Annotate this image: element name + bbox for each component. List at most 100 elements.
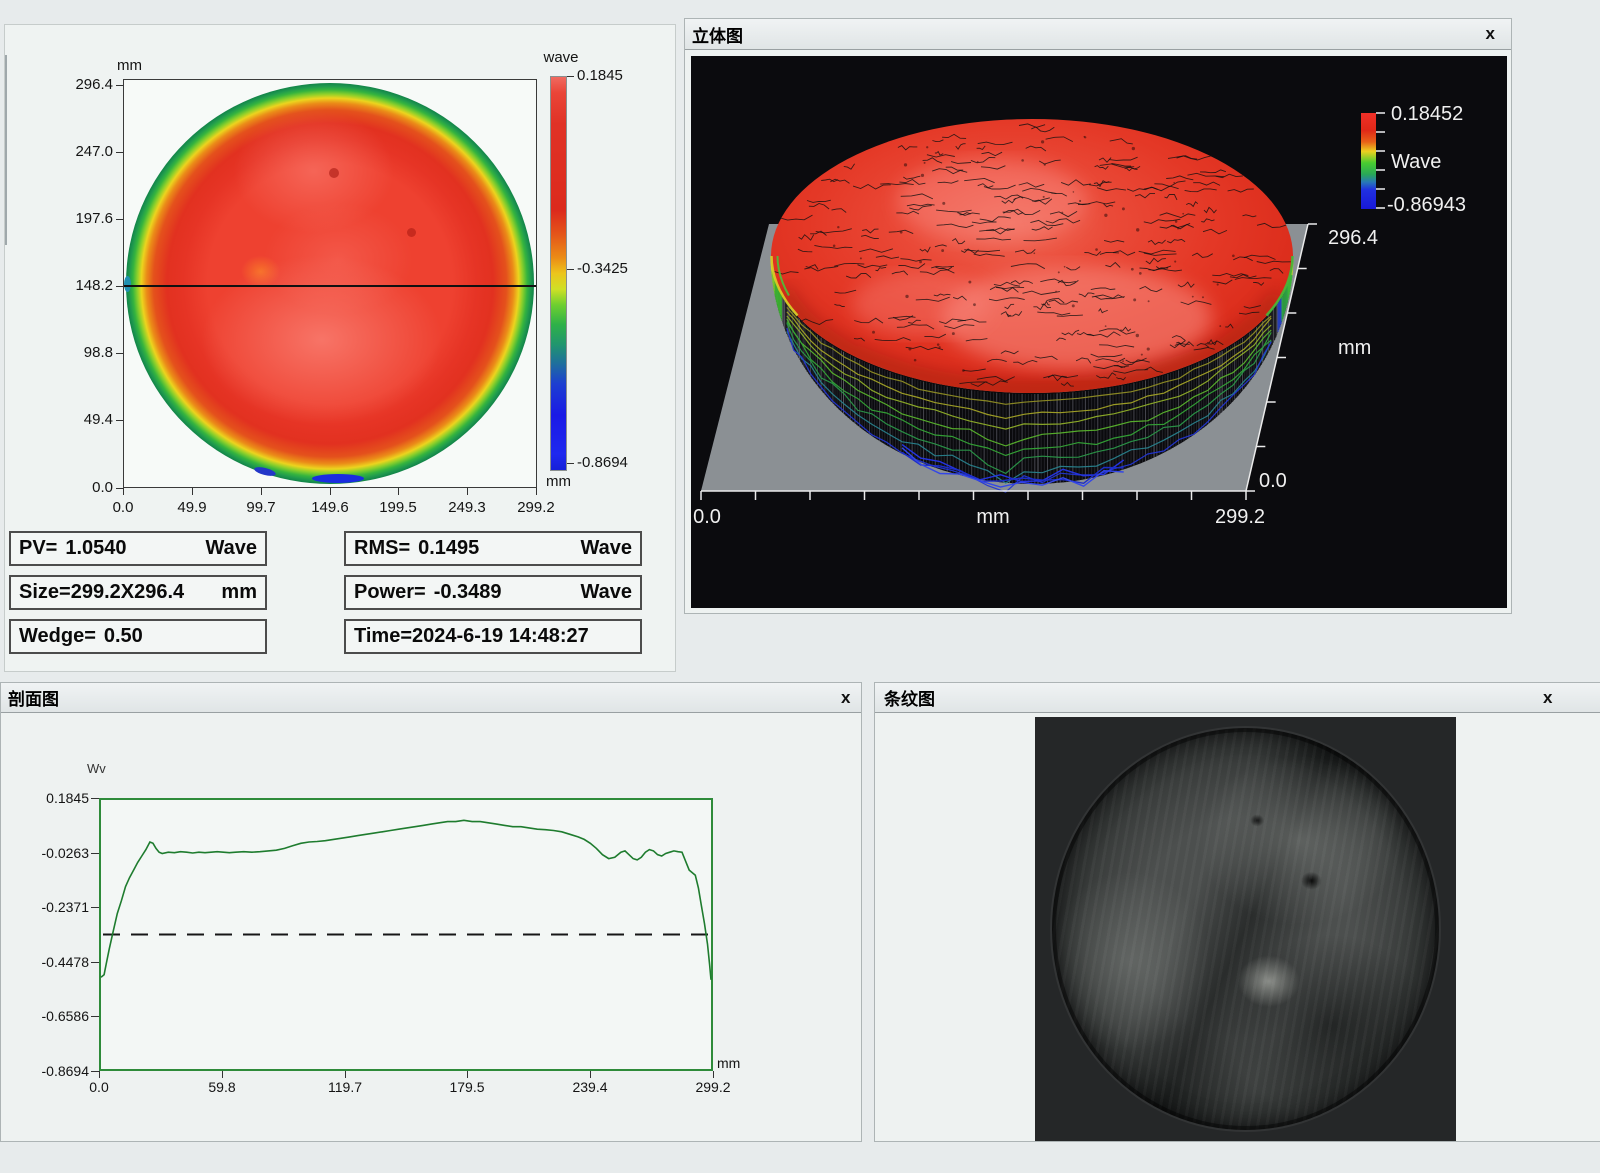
profile-titlebar[interactable]: 剖面图 x <box>1 683 861 713</box>
contour-noise-stroke <box>1095 357 1126 363</box>
profile-panel: 剖面图 x Wv 0.1845 -0.0263 -0.2371 -0.4478 -0.6… <box>0 682 862 1142</box>
map-x-tick-label: 149.6 <box>311 499 349 516</box>
contour-noise-stroke <box>1148 268 1182 272</box>
contour-noise-stroke <box>994 194 1024 200</box>
contour-noise-stroke <box>1099 344 1135 348</box>
power-stat-box: Power= -0.3489 Wave <box>344 575 642 610</box>
contour-noise-stroke <box>1256 260 1291 264</box>
profile-y-tick-label: -0.4478 <box>41 954 89 970</box>
contour-noise-stroke <box>874 337 911 342</box>
speckle <box>973 303 976 307</box>
x-axis-unit-label: mm <box>976 506 1009 528</box>
contour-noise-stroke <box>1038 159 1061 165</box>
cross-section-line[interactable] <box>124 285 536 287</box>
profile-x-tick-label: 239.4 <box>572 1079 608 1095</box>
colorbar-title: wave <box>543 49 579 66</box>
contour-noise-stroke <box>897 145 918 151</box>
contour-noise-stroke <box>1143 252 1177 256</box>
contour-noise-stroke <box>906 203 935 207</box>
profile-x-tick-mark <box>345 1071 346 1078</box>
contour-noise-stroke <box>1000 350 1019 355</box>
profile-curve-svg <box>100 819 712 980</box>
contour-noise-stroke <box>957 212 980 216</box>
map-x-tick-mark <box>261 488 262 495</box>
contour-noise <box>774 123 1291 387</box>
map-x-tick-label: 199.5 <box>379 499 417 516</box>
rim-arc <box>1265 255 1294 317</box>
contour-noise-stroke <box>1103 239 1125 243</box>
map-x-tick-mark <box>467 488 468 495</box>
contour-noise-stroke <box>1037 311 1071 316</box>
contour-noise-stroke <box>950 161 972 164</box>
contour-noise-stroke <box>981 151 1003 157</box>
surface-3d-viewport[interactable]: 0.0 mm 299.2 0.0 296.4 mm 0.18452 Wave -0.86943 <box>691 56 1507 608</box>
contour-noise-stroke <box>1119 359 1150 366</box>
contour-noise-stroke <box>1105 261 1121 268</box>
map-x-tick-label: 0.0 <box>112 499 134 516</box>
contour-noise-stroke <box>1225 323 1234 329</box>
map-y-tick-label: 98.8 <box>83 344 113 361</box>
contour-noise-stroke <box>1234 277 1272 280</box>
colorbar-tick-mark <box>567 76 574 77</box>
contour-noise-stroke <box>934 150 944 156</box>
x-axis-min-label: 0.0 <box>693 506 721 528</box>
contour-noise-stroke <box>1098 307 1108 314</box>
contour-noise-stroke <box>1159 212 1196 218</box>
contour-noise-stroke <box>1253 281 1265 286</box>
close-icon[interactable]: x <box>1543 688 1553 707</box>
contour-noise-stroke <box>798 318 834 325</box>
colorbar-3d <box>1361 113 1376 209</box>
contour-noise-stroke <box>1109 156 1138 161</box>
contour-noise-stroke <box>976 376 1015 382</box>
profile-x-tick-label: 59.8 <box>208 1079 236 1095</box>
profile-y-tick-label: -0.8694 <box>41 1063 89 1079</box>
profile-x-tick-label: 299.2 <box>695 1079 731 1095</box>
surface-3d-titlebar[interactable]: 立体图 x <box>685 19 1511 50</box>
contour-noise-stroke <box>1159 223 1194 230</box>
contour-noise-stroke <box>1193 347 1215 351</box>
speckle <box>968 280 972 284</box>
contour-noise-stroke <box>1134 192 1155 199</box>
contour-noise-stroke <box>1075 357 1092 364</box>
contour-noise-stroke <box>926 154 955 158</box>
time-value: 2024-6-19 14:48:27 <box>412 625 589 647</box>
contour-noise-stroke <box>1066 266 1081 271</box>
profile-x-tick-mark <box>713 1071 714 1078</box>
contour-noise-stroke <box>1109 138 1133 145</box>
front-shadow-band <box>779 286 1282 393</box>
surface-map-panel: mm 296.4 247.0 197.6 148.2 98.8 49.4 0.0 0.0 49.… <box>4 24 676 672</box>
dark-speckle <box>407 228 416 237</box>
skirt-contour <box>786 322 1272 475</box>
speckle <box>1104 213 1108 217</box>
contour-noise-stroke <box>970 156 996 164</box>
contour-noise-stroke <box>1093 364 1126 370</box>
contour-noise-stroke <box>1013 360 1038 366</box>
close-icon[interactable]: x <box>1485 24 1495 43</box>
contour-noise-stroke <box>1243 305 1261 309</box>
profile-y-tick-mark <box>91 962 99 963</box>
profile-y-tick-mark <box>91 1071 99 1072</box>
contour-noise-stroke <box>1067 202 1091 206</box>
wavefront-map-plot[interactable] <box>123 79 537 488</box>
contour-noise-stroke <box>834 262 865 267</box>
contour-noise-stroke <box>1057 279 1079 287</box>
profile-x-tick-mark <box>99 1071 100 1078</box>
contour-noise-stroke <box>1010 280 1033 285</box>
contour-noise-stroke <box>1186 201 1199 208</box>
wedge-stat-box: Wedge= 0.50 <box>9 619 267 654</box>
contour-noise-stroke <box>861 234 879 240</box>
contour-noise-stroke <box>970 380 1008 387</box>
skirt-contour <box>786 321 1272 457</box>
blue-minimum-contour <box>901 451 1124 485</box>
fringe-titlebar[interactable]: 条纹图 x <box>875 683 1600 713</box>
profile-y-tick-mark <box>91 907 99 908</box>
contour-noise-stroke <box>1113 369 1149 374</box>
contour-noise-stroke <box>1238 311 1260 315</box>
map-y-tick-mark <box>116 488 123 489</box>
contour-noise-stroke <box>952 237 966 245</box>
contour-noise-stroke <box>1003 210 1024 216</box>
close-icon[interactable]: x <box>841 688 851 707</box>
rms-value: 0.1495 <box>418 537 480 559</box>
contour-noise-stroke <box>804 265 839 272</box>
colorbar-min-label: -0.86943 <box>1387 194 1466 216</box>
